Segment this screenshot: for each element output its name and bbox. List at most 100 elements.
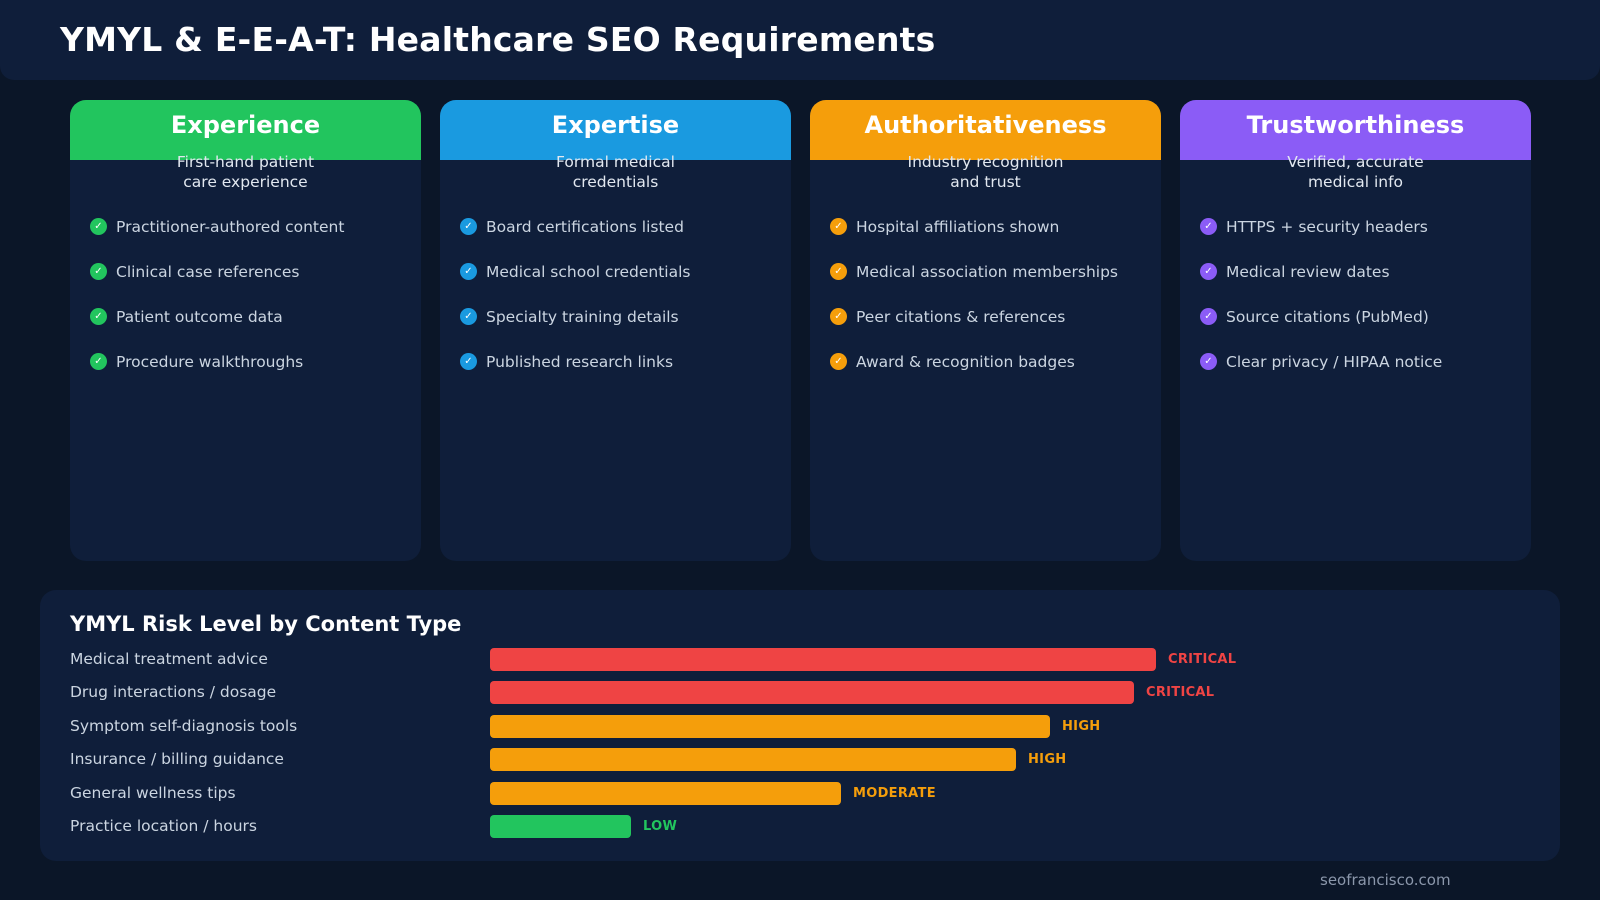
checklist-item-label: Published research links: [486, 352, 674, 371]
checklist-item-label: Medical school credentials: [486, 262, 691, 281]
checklist-item-label: Board certifications listed: [486, 217, 684, 236]
check-circle-icon: ✓: [90, 353, 107, 370]
risk-row: Medical treatment advice CRITICAL: [70, 648, 1530, 672]
checklist-item-label: Clear privacy / HIPAA notice: [1226, 352, 1443, 371]
checklist-item: ✓ Award & recognition badges: [830, 339, 1161, 384]
checklist-item: ✓ Patient outcome data: [90, 294, 421, 339]
check-circle-icon: ✓: [1200, 308, 1217, 325]
footer-site-credit: seofrancisco.com: [1320, 871, 1451, 889]
checklist-item: ✓ HTTPS + security headers: [1200, 204, 1531, 249]
check-circle-icon: ✓: [830, 353, 847, 370]
check-circle-icon: ✓: [830, 218, 847, 235]
pillar-card-experience: Experience First-hand patient care experie…: [70, 100, 421, 561]
checklist-item: ✓ Board certifications listed: [460, 204, 791, 249]
risk-row: Drug interactions / dosage CRITICAL: [70, 681, 1530, 705]
pillar-subtitle-line: Verified, accurate: [1287, 153, 1424, 171]
checklist-item-label: Clinical case references: [116, 262, 300, 281]
risk-level-badge: CRITICAL: [1146, 685, 1215, 701]
risk-row-label: Medical treatment advice: [70, 650, 268, 668]
check-circle-icon: ✓: [460, 308, 477, 325]
checklist-item-label: Medical review dates: [1226, 262, 1390, 281]
checklist-item-label: Patient outcome data: [116, 307, 283, 326]
pillar-title: Expertise: [440, 100, 791, 160]
check-circle-icon: ✓: [460, 353, 477, 370]
check-circle-icon: ✓: [1200, 263, 1217, 280]
eeat-pillars: Experience First-hand patient care experie…: [70, 100, 1532, 561]
header-banner: YMYL & E-E-A-T: Healthcare SEO Requireme…: [0, 0, 1600, 80]
check-circle-icon: ✓: [90, 263, 107, 280]
checklist-item-label: Practitioner-authored content: [116, 217, 345, 236]
risk-row: Symptom self-diagnosis tools HIGH: [70, 714, 1530, 739]
risk-level-badge: MODERATE: [853, 785, 936, 801]
check-circle-icon: ✓: [460, 218, 477, 235]
pillar-subtitle-line: medical info: [1307, 173, 1404, 191]
risk-row-label: Practice location / hours: [70, 817, 257, 835]
checklist-item-label: Source citations (PubMed): [1226, 307, 1429, 326]
checklist-item-label: Hospital affiliations shown: [856, 217, 1060, 236]
checklist-item: ✓ Procedure walkthroughs: [90, 339, 421, 384]
risk-row-label: Drug interactions / dosage: [70, 683, 277, 702]
checklist-item: ✓ Medical association memberships: [830, 249, 1161, 294]
pillar-subtitle: First-hand patient care experience: [70, 152, 421, 192]
checklist-item-label: HTTPS + security headers: [1226, 217, 1428, 236]
checklist-item-label: Award & recognition badges: [856, 352, 1075, 371]
checklist-item: ✓ Peer citations & references: [830, 294, 1161, 339]
check-circle-icon: ✓: [830, 263, 847, 280]
risk-row: General wellness tips MODERATE: [70, 781, 1530, 806]
checklist-item: ✓ Specialty training details: [460, 294, 791, 339]
pillar-title: Experience: [70, 100, 421, 160]
risk-row-label: Symptom self-diagnosis tools: [70, 716, 298, 735]
checklist-item: ✓ Hospital affiliations shown: [830, 204, 1161, 249]
risk-bar: [490, 815, 631, 838]
page-title: YMYL & E-E-A-T: Healthcare SEO Requireme…: [60, 20, 936, 59]
pillar-subtitle-line: credentials: [572, 173, 659, 191]
pillar-title: Authoritativeness: [810, 100, 1161, 160]
risk-title: YMYL Risk Level by Content Type: [70, 612, 462, 636]
checklist-item: ✓ Medical review dates: [1200, 249, 1531, 294]
pillar-card-trustworthiness: Trustworthiness Verified, accurate medical…: [1180, 100, 1531, 561]
risk-level-badge: LOW: [643, 819, 678, 834]
checklist-item: ✓ Clear privacy / HIPAA notice: [1200, 339, 1531, 384]
pillar-checklist: ✓ Practitioner-authored content ✓ Clinical …: [70, 204, 421, 384]
risk-bar: [490, 714, 1050, 738]
risk-level-badge: HIGH: [1062, 718, 1101, 734]
check-circle-icon: ✓: [1200, 353, 1217, 370]
risk-row-label: General wellness tips: [70, 783, 236, 802]
pillar-subtitle: Industry recognition and trust: [810, 152, 1161, 192]
pillar-checklist: ✓ HTTPS + security headers ✓ Medical review…: [1180, 204, 1531, 384]
pillar-subtitle-line: and trust: [950, 173, 1021, 191]
checklist-item: ✓ Source citations (PubMed): [1200, 294, 1531, 339]
pillar-subtitle-line: Formal medical: [556, 153, 675, 171]
pillar-checklist: ✓ Board certifications listed ✓ Medical sch…: [440, 204, 791, 384]
checklist-item: ✓ Practitioner-authored content: [90, 204, 421, 249]
checklist-item: ✓ Medical school credentials: [460, 249, 791, 294]
check-circle-icon: ✓: [830, 308, 847, 325]
check-circle-icon: ✓: [90, 308, 107, 325]
risk-level-badge: HIGH: [1028, 752, 1067, 768]
risk-row: Insurance / billing guidance HIGH: [70, 748, 1530, 772]
risk-bar: [490, 748, 1016, 772]
checklist-item-label: Medical association memberships: [856, 262, 1118, 281]
pillar-subtitle-line: First-hand patient: [176, 153, 315, 171]
risk-level-badge: CRITICAL: [1168, 652, 1237, 667]
pillar-subtitle-line: care experience: [183, 173, 308, 191]
pillar-card-expertise: Expertise Formal medical credentials ✓ Board…: [440, 100, 791, 561]
checklist-item: ✓ Published research links: [460, 339, 791, 384]
checklist-item-label: Specialty training details: [486, 307, 679, 326]
checklist-item: ✓ Clinical case references: [90, 249, 421, 294]
pillar-card-authoritativeness: Authoritativeness Industry recognition and…: [810, 100, 1161, 561]
check-circle-icon: ✓: [1200, 218, 1217, 235]
risk-bar: [490, 781, 841, 805]
pillar-subtitle: Formal medical credentials: [440, 152, 791, 192]
risk-row-label: Insurance / billing guidance: [70, 750, 284, 769]
pillar-checklist: ✓ Hospital affiliations shown ✓ Medical ass…: [810, 204, 1161, 384]
check-circle-icon: ✓: [90, 218, 107, 235]
checklist-item-label: Procedure walkthroughs: [116, 352, 304, 371]
risk-bar: [490, 648, 1156, 671]
pillar-title: Trustworthiness: [1180, 100, 1531, 160]
checklist-item-label: Peer citations & references: [856, 307, 1066, 326]
check-circle-icon: ✓: [460, 263, 477, 280]
pillar-subtitle-line: Industry recognition: [907, 153, 1064, 171]
risk-panel: YMYL Risk Level by Content Type Medical …: [40, 590, 1560, 861]
risk-row: Practice location / hours LOW: [70, 815, 1530, 839]
